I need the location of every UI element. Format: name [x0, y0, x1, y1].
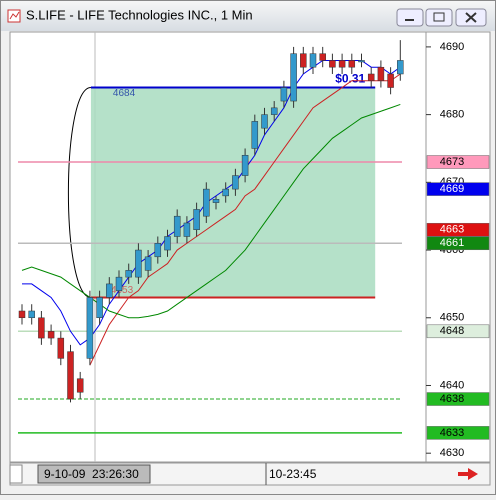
price-marker-label: 4669	[440, 183, 464, 195]
candle-body	[397, 60, 404, 75]
candle-body	[144, 256, 152, 271]
candle-body	[222, 188, 229, 197]
measure-arc	[67, 87, 92, 298]
box-top-label: 4684	[113, 88, 136, 99]
candle-body	[280, 87, 288, 102]
minimize-button[interactable]	[396, 8, 424, 27]
candle-body	[290, 53, 297, 102]
window-title: S.LIFE - LIFE Technologies INC., 1 Min	[26, 7, 253, 22]
candle-body	[203, 188, 210, 217]
candle-body	[338, 60, 346, 68]
price-marker	[426, 182, 490, 196]
y-tick-label: 4690	[440, 41, 464, 53]
maximize-button[interactable]	[425, 8, 453, 27]
candle-body	[125, 270, 132, 278]
price-marker	[426, 236, 490, 251]
x-tick-label: 9-10-09 23:26:30	[44, 467, 139, 481]
scroll-box[interactable]	[9, 464, 23, 484]
candle-body	[96, 297, 103, 319]
moving-average	[21, 103, 401, 319]
candle-body	[367, 73, 375, 82]
price-marker-label: 4638	[440, 393, 464, 405]
price-marker	[426, 426, 490, 440]
price-marker-label: 4673	[440, 156, 464, 168]
candle-body	[135, 249, 142, 278]
candle-body	[57, 337, 65, 359]
candle-body	[193, 209, 200, 230]
candle-body	[309, 53, 317, 68]
candle-body	[183, 222, 191, 237]
candle-body	[300, 53, 307, 68]
y-tick-label: 4630	[440, 447, 464, 459]
candle-body	[348, 60, 356, 68]
x-tick-label: 10-23:45	[269, 467, 317, 481]
candle-body	[261, 114, 268, 129]
measure-box	[90, 87, 376, 298]
price-marker	[426, 392, 490, 406]
candle-body	[76, 378, 84, 393]
candle-body	[173, 215, 181, 237]
time-cursor-box	[37, 464, 151, 484]
candle-body	[270, 107, 278, 115]
y-tick-label: 4640	[440, 379, 464, 391]
candle-body	[377, 66, 385, 82]
candle-body	[86, 297, 94, 359]
candle-body	[28, 310, 35, 319]
moving-average	[22, 59, 401, 346]
candle-body	[241, 154, 249, 176]
candle-body	[232, 175, 239, 190]
candle-body	[329, 60, 336, 68]
candle-body	[154, 243, 162, 258]
candle-body	[319, 53, 326, 61]
candle-body	[47, 331, 55, 339]
y-tick-label: 4680	[440, 109, 464, 121]
candle-body	[106, 283, 113, 298]
price-marker-label: 4661	[440, 237, 464, 249]
price-marker	[426, 222, 490, 237]
close-button[interactable]	[455, 8, 487, 27]
price-marker-label: 4663	[440, 224, 464, 236]
moving-average	[89, 73, 401, 366]
box-change-label: $0.31	[335, 72, 365, 86]
candle-body	[67, 351, 74, 400]
price-marker	[426, 324, 490, 339]
candle-body	[251, 121, 259, 149]
candle-body	[18, 310, 26, 319]
candle-body	[212, 199, 220, 203]
price-marker-label: 4648	[440, 325, 464, 337]
app-icon	[7, 9, 21, 23]
candle-body	[387, 73, 394, 88]
candle-body	[358, 60, 365, 63]
price-marker-label: 4633	[440, 427, 464, 439]
price-marker	[426, 155, 490, 169]
scroll-right-arrow[interactable]	[458, 468, 478, 480]
candle-body	[164, 236, 171, 251]
candle-body	[38, 317, 45, 339]
y-tick-label: 4650	[440, 312, 464, 324]
candle-body	[115, 276, 123, 291]
